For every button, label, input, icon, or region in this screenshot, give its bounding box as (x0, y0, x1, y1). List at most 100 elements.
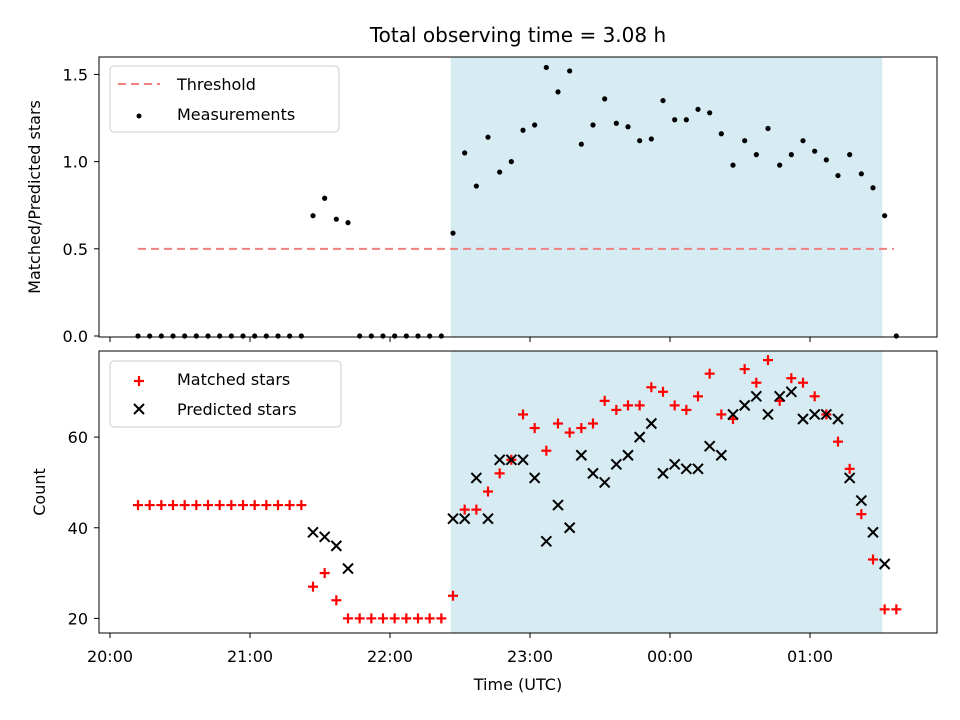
measurement-point (602, 96, 608, 102)
measurement-point (170, 333, 176, 339)
matched-star-point (261, 500, 272, 511)
predicted-star-point (633, 431, 646, 443)
x-tick-label: 00:00 (647, 647, 693, 666)
predicted-star-point (622, 449, 634, 461)
predicted-star-stroke (563, 522, 576, 534)
top-legend: Threshold Measurements (109, 65, 340, 133)
measurement-point (590, 122, 596, 128)
matched-star-point (693, 391, 703, 402)
measurement-point (450, 230, 456, 236)
top-plot-frame (98, 56, 938, 338)
predicted-star-stroke (785, 386, 798, 398)
measurement-point (217, 333, 223, 339)
measurement-point (345, 220, 351, 226)
predicted-star-stroke (610, 458, 623, 471)
bottom-y-tick-label: 40 (68, 519, 88, 538)
measurement-point (532, 122, 538, 128)
measurement-point (543, 64, 549, 71)
matched-star-point (308, 581, 318, 592)
measurement-point (228, 333, 234, 339)
matched-star-point (133, 500, 143, 511)
matched-star-point (623, 400, 633, 411)
matched-star-point (588, 418, 598, 429)
predicted-star-point (482, 512, 494, 525)
predicted-star-point (797, 413, 809, 425)
predicted-star-point (318, 531, 331, 543)
measurement-point (835, 172, 841, 179)
matched-star-point (459, 504, 470, 515)
predicted-star-point (528, 472, 541, 484)
measurement-point (613, 120, 619, 126)
predicted-star-stroke (493, 454, 506, 466)
predicted-star-stroke (318, 531, 331, 543)
measurement-point (567, 68, 573, 74)
x-axis-label: Time (UTC) (473, 675, 562, 694)
predicted-star-stroke (587, 467, 599, 480)
matched-star-point (809, 391, 820, 402)
predicted-star-stroke (867, 526, 879, 538)
predicted-star-point (773, 390, 786, 403)
predicted-star-point (657, 467, 669, 480)
bottom-legend-box (109, 360, 342, 428)
top-y-tick-label: 1.0 (63, 153, 88, 172)
measurement-point (473, 183, 479, 189)
predicted-star-point (692, 463, 704, 475)
matched-star-point (553, 418, 563, 429)
matched-star-point (144, 500, 155, 511)
predicted-star-point (820, 408, 833, 421)
matched-star-point (844, 463, 855, 474)
matched-star-point (879, 604, 890, 615)
bottom-panel: 20 40 60 20:00 21:00 22:00 23:00 00:00 01:00 Co… (30, 350, 938, 694)
measurement-point (438, 333, 444, 339)
predicted-star-stroke (820, 408, 833, 421)
x-tick-label: 01:00 (787, 647, 833, 666)
measurement-point (870, 185, 876, 191)
predicted-star-point (808, 408, 821, 421)
measurement-point (777, 162, 783, 168)
measurement-point (765, 125, 771, 132)
predicted-star-point (645, 417, 658, 430)
top-legend-box (109, 65, 340, 133)
matched-star-point (214, 500, 225, 511)
predicted-star-point (540, 535, 553, 548)
matched-star-point (296, 500, 307, 511)
measurement-point (427, 333, 433, 339)
matched-star-point (226, 500, 237, 511)
matched-star-point (319, 568, 330, 579)
top-y-tick-label: 0.5 (63, 240, 88, 259)
measurement-point (263, 333, 269, 339)
measurement-point (462, 150, 468, 156)
top-panel: 0.0 0.5 1.0 1.5 Matched/Predicted stars Thr… (25, 56, 938, 346)
predicted-star-point (517, 454, 529, 466)
matched-star-point (401, 613, 412, 624)
measurement-point (625, 124, 631, 130)
predicted-star-point (458, 512, 471, 525)
matched-star-point (599, 395, 610, 406)
measurement-point (275, 333, 281, 339)
predicted-star-stroke (762, 408, 774, 421)
matched-star-point (681, 404, 692, 415)
predicted-star-point (843, 472, 856, 484)
predicted-star-point (832, 413, 844, 425)
predicted-star-stroke (668, 458, 681, 471)
measurement-point (520, 127, 526, 133)
predicted-star-point (855, 494, 868, 507)
matched-star-point (564, 427, 575, 438)
matched-star-point (483, 486, 493, 497)
matched-star-point (786, 373, 797, 384)
legend-measurements-label: Measurements (177, 105, 295, 124)
predicted-star-point (703, 440, 716, 452)
matched-star-point (238, 500, 248, 511)
measurement-point (193, 333, 199, 339)
predicted-star-stroke (692, 463, 704, 475)
predicted-star-point (330, 540, 343, 552)
predicted-star-stroke (855, 494, 868, 507)
predicted-star-stroke (843, 472, 856, 484)
matched-star-point (529, 423, 540, 434)
measurement-point (310, 213, 316, 219)
predicted-star-stroke (552, 499, 564, 511)
measurement-point (800, 138, 806, 144)
predicted-star-stroke (517, 454, 529, 466)
predicted-star-point (470, 472, 483, 484)
predicted-star-stroke (878, 558, 891, 570)
